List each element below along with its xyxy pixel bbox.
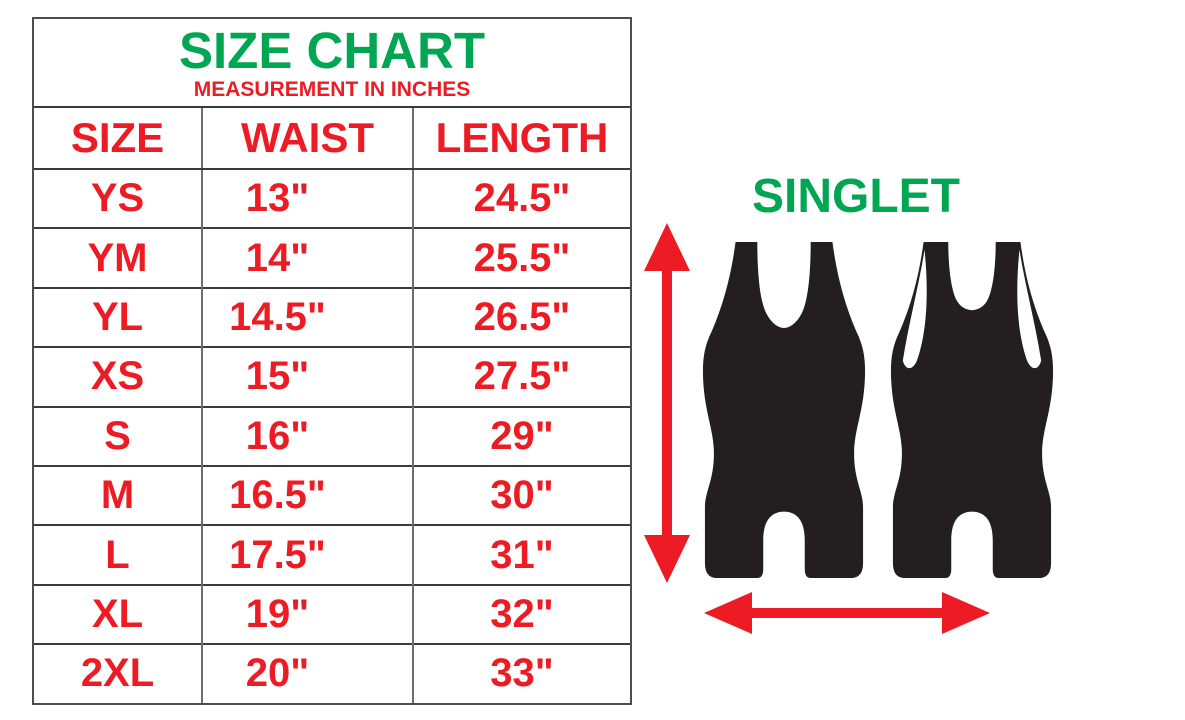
waist-cell: 17.5" <box>201 524 413 585</box>
length-cell: 32" <box>412 583 630 645</box>
column-header-waist: WAIST <box>201 108 413 170</box>
table-row: YM 14" 25.5" <box>34 227 630 288</box>
size-cell: 2XL <box>34 643 202 703</box>
length-cell: 33" <box>412 643 630 703</box>
length-arrow-icon <box>644 223 690 583</box>
table-row: 2XL 20" 33" <box>34 643 630 703</box>
size-cell: XS <box>34 346 202 407</box>
table-row: M 16.5" 30" <box>34 464 630 526</box>
size-table-body: YS 13" 24.5" YM 14" 25.5" YL 14.5" 26.5" XS 15" 27.… <box>34 169 630 703</box>
waist-cell: 14.5" <box>201 286 413 348</box>
size-cell: YM <box>34 227 202 288</box>
singlet-back-image <box>890 242 1054 579</box>
header-row: SIZE WAIST LENGTH <box>34 108 630 170</box>
table-row: YL 14.5" 26.5" <box>34 286 630 348</box>
table-row: XS 15" 27.5" <box>34 346 630 407</box>
waist-cell: 14" <box>201 227 413 288</box>
length-cell: 25.5" <box>412 227 630 288</box>
length-cell: 29" <box>412 405 630 466</box>
length-cell: 30" <box>412 464 630 526</box>
waist-cell: 19" <box>201 583 413 645</box>
size-cell: S <box>34 405 202 466</box>
length-cell: 24.5" <box>412 169 630 229</box>
size-cell: XL <box>34 583 202 645</box>
waist-cell: 20" <box>201 643 413 703</box>
table-row: L 17.5" 31" <box>34 524 630 585</box>
chart-title: SIZE CHART <box>179 22 485 79</box>
size-cell: YS <box>90 176 145 221</box>
column-header-size: SIZE <box>34 108 202 170</box>
waist-cell: 13" <box>201 169 413 229</box>
length-cell: 26.5" <box>412 286 630 348</box>
size-table: SIZE WAIST LENGTH YS 13" 24.5" YM 14" 25.5" YL… <box>34 108 630 703</box>
waist-cell: 16" <box>201 405 413 466</box>
singlet-front-image <box>702 242 866 579</box>
size-cell: YL <box>34 286 202 348</box>
length-cell: 27.5" <box>412 346 630 407</box>
column-header-length: LENGTH <box>412 108 630 170</box>
singlet-label: SINGLET <box>751 170 960 223</box>
table-row: XL 19" 32" <box>34 583 630 645</box>
table-row: YS 13" 24.5" <box>34 169 630 229</box>
length-cell: 31" <box>412 524 630 585</box>
table-row: S 16" 29" <box>34 405 630 466</box>
size-chart-table: SIZE CHART MEASUREMENT IN INCHES SIZE WA… <box>32 17 632 705</box>
size-cell: M <box>34 464 202 526</box>
chart-subtitle: MEASUREMENT IN INCHES <box>193 78 471 101</box>
title-block: SIZE CHART MEASUREMENT IN INCHES <box>34 19 630 108</box>
size-cell: L <box>34 524 202 585</box>
waist-arrow-icon <box>704 592 990 634</box>
waist-cell: 15" <box>201 346 413 407</box>
waist-cell: 16.5" <box>201 464 413 526</box>
